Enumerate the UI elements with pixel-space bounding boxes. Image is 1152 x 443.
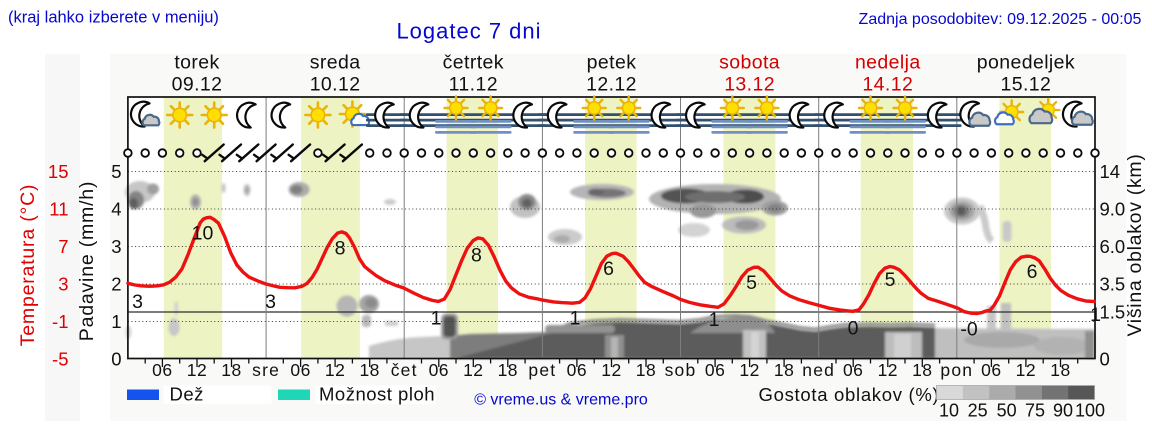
svg-text:90: 90 — [1053, 401, 1073, 421]
svg-text:8: 8 — [471, 245, 482, 267]
svg-text:1.5: 1.5 — [1100, 302, 1126, 323]
svg-text:sreda: sreda — [310, 52, 361, 74]
svg-text:3: 3 — [58, 274, 68, 295]
svg-text:11: 11 — [49, 199, 68, 220]
svg-text:3.5: 3.5 — [1100, 274, 1126, 295]
svg-text:5: 5 — [885, 269, 896, 291]
svg-text:7: 7 — [58, 236, 68, 257]
svg-text:1: 1 — [431, 308, 442, 330]
svg-text:6.0: 6.0 — [1100, 236, 1126, 257]
svg-text:čet: čet — [391, 360, 418, 380]
svg-text:1: 1 — [111, 311, 121, 332]
svg-text:3: 3 — [111, 236, 121, 257]
svg-text:Gostota oblakov (%): Gostota oblakov (%) — [759, 384, 940, 405]
svg-text:4: 4 — [111, 199, 121, 220]
svg-text:sob: sob — [665, 360, 697, 380]
svg-text:1: 1 — [709, 309, 720, 331]
svg-text:12: 12 — [325, 360, 345, 380]
svg-text:9.0: 9.0 — [1100, 199, 1126, 220]
svg-text:sobota: sobota — [719, 52, 780, 74]
svg-text:ned: ned — [802, 360, 835, 380]
svg-text:Višina oblakov (km): Višina oblakov (km) — [1124, 153, 1146, 336]
svg-text:15: 15 — [48, 161, 69, 182]
svg-text:13.12: 13.12 — [724, 74, 775, 96]
svg-text:Padavine (mm/h): Padavine (mm/h) — [76, 181, 98, 341]
svg-text:12: 12 — [1016, 360, 1036, 380]
svg-text:18: 18 — [912, 360, 932, 380]
svg-text:Dež: Dež — [170, 384, 204, 405]
svg-text:12: 12 — [878, 360, 898, 380]
svg-text:6: 6 — [1027, 261, 1038, 283]
svg-text:10: 10 — [939, 401, 959, 421]
svg-text:petek: petek — [587, 52, 637, 74]
svg-text:12: 12 — [463, 360, 483, 380]
svg-text:Možnost ploh: Možnost ploh — [319, 384, 435, 405]
svg-text:-0: -0 — [960, 319, 977, 341]
svg-text:06: 06 — [152, 360, 172, 380]
svg-text:18: 18 — [359, 360, 379, 380]
svg-text:18: 18 — [1050, 360, 1070, 380]
svg-text:-1: -1 — [52, 311, 68, 332]
svg-text:8: 8 — [335, 238, 346, 260]
svg-text:12: 12 — [739, 360, 759, 380]
svg-text:25: 25 — [968, 401, 988, 421]
svg-text:06: 06 — [705, 360, 725, 380]
svg-text:50: 50 — [997, 401, 1017, 421]
svg-text:3: 3 — [265, 291, 276, 313]
svg-text:3: 3 — [132, 291, 143, 313]
svg-text:nedelja: nedelja — [855, 52, 921, 74]
svg-text:1: 1 — [1090, 304, 1101, 326]
svg-text:18: 18 — [498, 360, 518, 380]
svg-text:(kraj lahko izberete v meniju): (kraj lahko izberete v meniju) — [8, 9, 219, 27]
svg-text:12: 12 — [187, 360, 207, 380]
svg-text:06: 06 — [981, 360, 1001, 380]
svg-text:0: 0 — [848, 318, 859, 340]
svg-text:torek: torek — [174, 52, 219, 74]
svg-text:06: 06 — [843, 360, 863, 380]
svg-text:06: 06 — [290, 360, 310, 380]
svg-text:75: 75 — [1025, 401, 1045, 421]
svg-text:2: 2 — [111, 274, 121, 295]
svg-text:11.12: 11.12 — [449, 74, 498, 96]
svg-text:0: 0 — [1100, 349, 1110, 370]
svg-text:četrtek: četrtek — [443, 52, 504, 74]
svg-text:18: 18 — [774, 360, 794, 380]
svg-text:-5: -5 — [52, 349, 68, 370]
svg-text:15.12: 15.12 — [1000, 74, 1051, 96]
svg-text:© vreme.us & vreme.pro: © vreme.us & vreme.pro — [474, 392, 648, 409]
svg-text:Temperatura (°C): Temperatura (°C) — [17, 184, 39, 347]
svg-text:ponedeljek: ponedeljek — [977, 52, 1075, 74]
svg-text:Zadnja posodobitev: 09.12.2025: Zadnja posodobitev: 09.12.2025 - 00:05 — [859, 11, 1142, 28]
svg-text:pet: pet — [528, 360, 556, 380]
svg-text:pon: pon — [940, 360, 973, 380]
svg-text:06: 06 — [567, 360, 587, 380]
svg-text:5: 5 — [746, 272, 757, 294]
svg-text:09.12: 09.12 — [172, 74, 223, 96]
svg-text:sre: sre — [252, 360, 280, 380]
svg-text:5: 5 — [111, 161, 121, 182]
svg-text:100: 100 — [1075, 401, 1105, 421]
svg-text:6: 6 — [603, 258, 614, 280]
svg-text:10: 10 — [192, 223, 214, 245]
svg-text:12.12: 12.12 — [586, 74, 637, 96]
svg-text:10.12: 10.12 — [310, 74, 361, 96]
svg-text:1: 1 — [570, 308, 581, 330]
svg-text:12: 12 — [601, 360, 621, 380]
svg-text:18: 18 — [636, 360, 656, 380]
svg-text:18: 18 — [221, 360, 241, 380]
svg-text:06: 06 — [429, 360, 449, 380]
svg-text:14.12: 14.12 — [862, 74, 913, 96]
svg-text:Logatec 7 dni: Logatec 7 dni — [396, 19, 541, 44]
svg-text:14: 14 — [1100, 161, 1121, 182]
svg-text:0: 0 — [111, 349, 121, 370]
